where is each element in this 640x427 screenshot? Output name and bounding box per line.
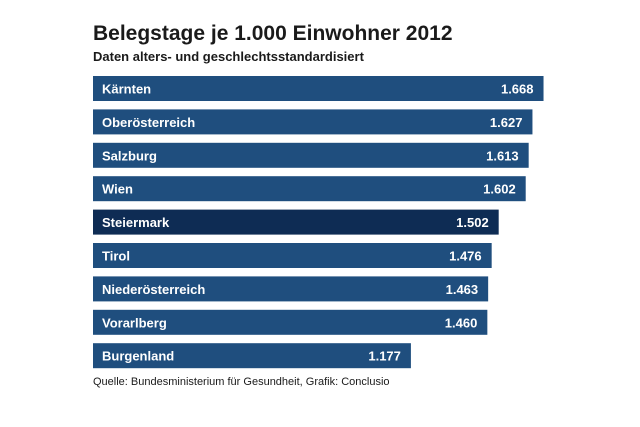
bar-burgenland <box>93 343 411 369</box>
bar-salzburg <box>93 142 529 168</box>
bar-vorarlberg <box>93 309 488 335</box>
bar-oberosterreich <box>93 109 533 135</box>
bar-value-wien: 1.602 <box>483 182 516 197</box>
bar-wien <box>93 176 526 202</box>
bar-label-tirol: Tirol <box>102 249 130 264</box>
bar-label-karnten: Kärnten <box>102 82 151 97</box>
source-note: Quelle: Bundesministerium für Gesundheit… <box>93 376 390 388</box>
bar-karnten <box>93 76 544 101</box>
bar-label-niederosterreich: Niederösterreich <box>102 282 205 297</box>
bar-value-salzburg: 1.613 <box>486 148 519 163</box>
bar-niederosterreich <box>93 276 489 302</box>
bar-value-tirol: 1.476 <box>449 249 482 264</box>
chart-subtitle: Daten alters- und geschlechtsstandardisi… <box>93 49 364 64</box>
bar-label-steiermark: Steiermark <box>102 215 170 230</box>
bar-label-salzburg: Salzburg <box>102 148 157 163</box>
bar-value-burgenland: 1.177 <box>368 349 401 364</box>
bar-value-oberosterreich: 1.627 <box>490 115 523 130</box>
chart-title: Belegstage je 1.000 Einwohner 2012 <box>93 22 453 45</box>
bar-value-karnten: 1.668 <box>501 82 534 97</box>
bar-label-vorarlberg: Vorarlberg <box>102 315 167 330</box>
bar-tirol <box>93 243 492 268</box>
bar-value-niederosterreich: 1.463 <box>446 282 479 297</box>
bar-steiermark <box>93 209 499 235</box>
bar-label-burgenland: Burgenland <box>102 349 174 364</box>
bar-label-wien: Wien <box>102 182 133 197</box>
bar-label-oberosterreich: Oberösterreich <box>102 115 195 130</box>
bar-value-steiermark: 1.502 <box>456 215 489 230</box>
bar-value-vorarlberg: 1.460 <box>445 315 478 330</box>
